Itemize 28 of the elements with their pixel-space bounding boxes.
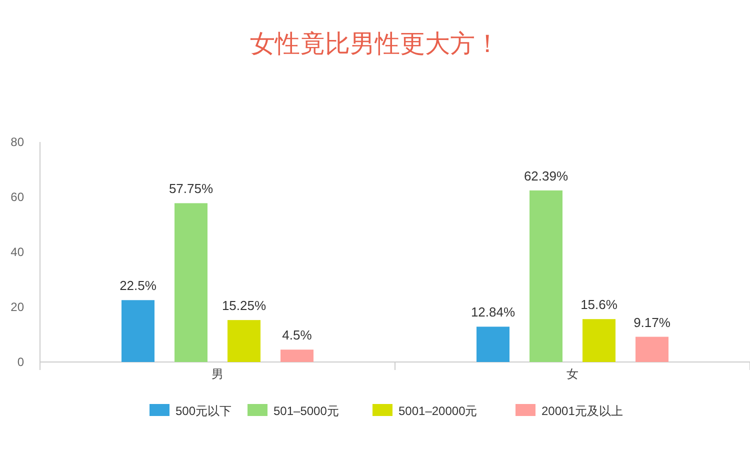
data-label: 62.39%	[524, 168, 568, 184]
data-label: 15.25%	[222, 298, 266, 314]
chart-title: 女性竟比男性更大方！	[250, 30, 500, 58]
legend-label: 501–5000元	[274, 404, 339, 418]
data-label: 22.5%	[120, 278, 157, 294]
bar	[636, 336, 668, 362]
data-label: 4.5%	[282, 328, 312, 343]
data-label: 9.17%	[634, 314, 671, 330]
data-label: 15.6%	[580, 297, 618, 312]
data-label: 57.75%	[168, 181, 214, 196]
y-tick-label: 0	[17, 355, 24, 369]
legend-label: 20001元及以上	[542, 404, 623, 418]
y-tick-label: 60	[10, 190, 24, 204]
y-tick-label: 20	[10, 300, 24, 314]
bar	[174, 203, 208, 362]
bar	[530, 190, 562, 362]
y-tick-label: 40	[10, 245, 24, 259]
y-tick-label: 80	[10, 135, 24, 149]
bar	[582, 319, 616, 362]
bar	[280, 350, 314, 362]
bar	[122, 300, 154, 362]
legend-label: 500元以下	[176, 404, 232, 418]
x-tick-label: 女	[566, 367, 578, 381]
bar	[476, 326, 510, 362]
data-label: 12.84%	[470, 304, 516, 320]
legend-label: 5001–20000元	[398, 404, 478, 418]
x-tick-label: 男	[212, 367, 224, 381]
bar	[228, 320, 260, 362]
